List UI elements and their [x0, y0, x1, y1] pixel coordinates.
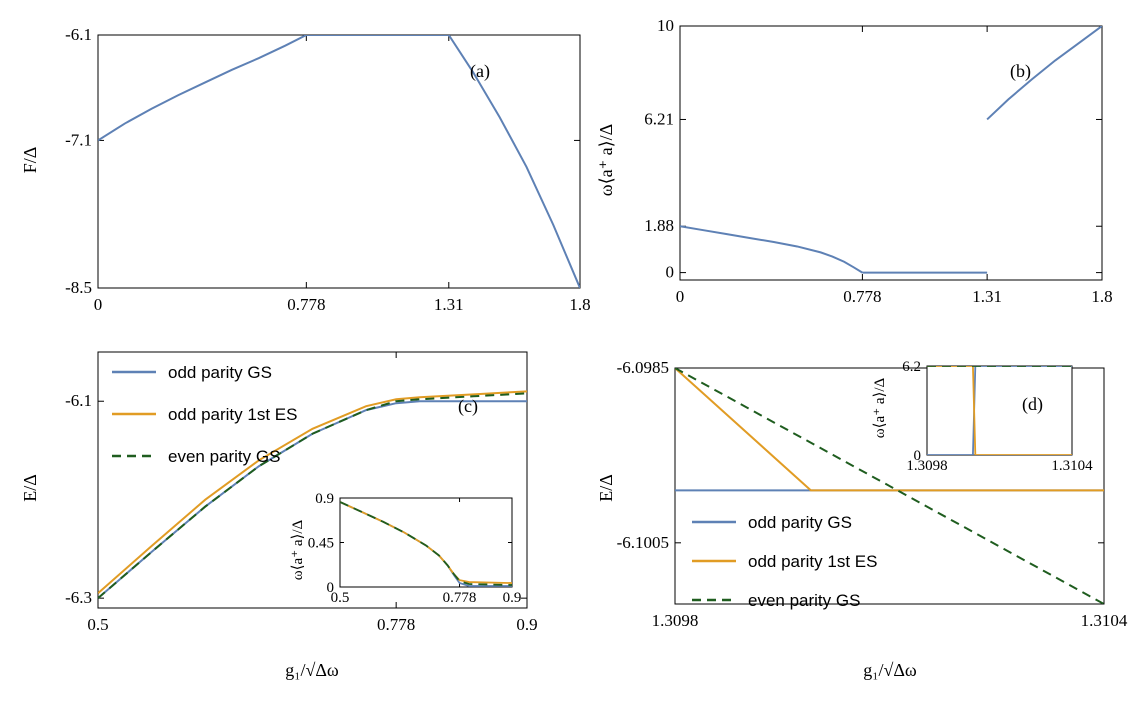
panel-b: 0 0.778 1.31 1.8 0 1.88 6.21 10 — [644, 16, 1112, 306]
panel-d-legend-label: even parity GS — [748, 591, 860, 610]
panel-c-inset-ytick-label: 0.9 — [315, 491, 334, 507]
panel-a-ytick-label: -8.5 — [65, 278, 92, 297]
panel-c-xtick-label: 0.778 — [377, 615, 415, 634]
panel-b-xtick-label: 0.778 — [843, 287, 881, 306]
panel-c-legend-label: odd parity GS — [168, 363, 272, 382]
panel-a-ytick-label: -7.1 — [65, 130, 92, 149]
panel-c-series-2 — [98, 392, 527, 599]
panel-d-inset-xtick-label: 1.3104 — [1051, 458, 1093, 474]
panel-b-ylabel: ω⟨a⁺ a⟩/Δ — [596, 124, 616, 196]
panel-d-legend-label: odd parity GS — [748, 513, 852, 532]
panel-c-ylabel: E/Δ — [20, 474, 40, 502]
panel-d-xlabel: g₁/√Δω — [863, 660, 917, 680]
panel-c-frame — [97, 351, 528, 609]
panel-b-ytick-label: 6.21 — [644, 109, 674, 128]
panel-c-xtick-label: 0.9 — [516, 615, 537, 634]
panel-c-inset-series-2 — [340, 501, 512, 586]
panel-d-inset-ylabel: ω⟨a⁺ a⟩/Δ — [872, 377, 888, 438]
panel-a-series-0 — [98, 35, 580, 288]
panel-d-xtick-label: 1.3104 — [1081, 611, 1128, 630]
panel-a-xtick-label: 0 — [94, 295, 103, 314]
panel-c-inset-bg — [340, 498, 512, 587]
panel-a: 0 0.778 1.31 1.8 -8.5 -7.1 -6.1 — [65, 25, 591, 314]
panel-c-legend-label: even parity GS — [168, 447, 280, 466]
panel-c-series-1 — [98, 390, 527, 594]
panel-c-inset-ytick-label: 0.45 — [308, 536, 334, 552]
panel-b-series-0 — [680, 225, 863, 274]
panel-c: 0.5 0.778 0.9 -6.3 -6.1 — [65, 351, 538, 634]
panel-d-inset: 1.3098 1.3104 0 6.2 — [902, 359, 1093, 474]
panel-c-xlabel: g₁/√Δω — [285, 660, 339, 680]
panel-b-frame — [679, 25, 1103, 281]
panel-d-inset-ytick-label: 0 — [914, 448, 922, 464]
panel-c-inset-xtick-label: 0.5 — [331, 590, 350, 606]
panel-d: 1.3098 1.3104 -6.1005 -6.0985 — [617, 358, 1128, 630]
panel-c-legend: odd parity GS odd parity 1st ES even parit… — [112, 363, 297, 466]
panel-b-label: (b) — [1010, 61, 1031, 82]
panel-c-ytick-label: -6.3 — [65, 588, 92, 607]
panel-b-ytick-label: 0 — [666, 263, 675, 282]
panel-c-inset-xtick-label: 0.9 — [503, 590, 522, 606]
panel-a-xtick-label: 1.8 — [569, 295, 590, 314]
panel-c-inset-ytick-label: 0 — [327, 580, 335, 596]
panel-d-frame — [674, 367, 1105, 605]
panel-c-legend-label: odd parity 1st ES — [168, 405, 297, 424]
panel-d-inset-series-1 — [927, 366, 1072, 455]
panel-a-ylabel: F/Δ — [20, 147, 40, 174]
panel-b-series-2 — [986, 26, 1102, 121]
panel-c-xtick-label: 0.5 — [87, 615, 108, 634]
panel-b-xtick-label: 1.31 — [972, 287, 1002, 306]
panel-c-label: (c) — [458, 396, 478, 417]
panel-c-inset: 0.5 0.778 0.9 0 0.45 0.9 — [308, 491, 522, 606]
panel-a-xtick-label: 1.31 — [434, 295, 464, 314]
panel-c-ytick-label: -6.1 — [65, 391, 92, 410]
panel-b-xtick-label: 0 — [676, 287, 685, 306]
panel-d-inset-bg — [927, 366, 1072, 455]
panel-d-ylabel: E/Δ — [596, 474, 616, 502]
panel-d-series-2 — [675, 368, 1104, 604]
panel-d-legend: odd parity GS odd parity 1st ES even parit… — [692, 513, 877, 610]
panel-a-frame — [97, 34, 581, 289]
panel-d-xtick-label: 1.3098 — [652, 611, 699, 630]
panel-d-series-1 — [675, 368, 1104, 492]
panel-a-xtick-label: 0.778 — [287, 295, 325, 314]
panel-c-inset-xtick-label: 0.778 — [443, 590, 477, 606]
panel-b-ytick-label: 10 — [657, 16, 674, 35]
panel-d-ytick-label: -6.0985 — [617, 358, 669, 377]
panel-d-inset-ytick-label: 6.2 — [902, 359, 921, 375]
panel-c-inset-ylabel: ω⟨a⁺ a⟩/Δ — [290, 519, 306, 580]
panel-d-inset-xtick-label: 1.3098 — [906, 458, 947, 474]
panel-d-legend-label: odd parity 1st ES — [748, 552, 877, 571]
panel-d-ytick-label: -6.1005 — [617, 533, 669, 552]
panel-b-ytick-label: 1.88 — [644, 216, 674, 235]
panel-d-label: (d) — [1022, 394, 1043, 415]
panel-a-label: (a) — [470, 61, 490, 82]
panel-b-xtick-label: 1.8 — [1091, 287, 1112, 306]
panel-a-ytick-label: -6.1 — [65, 25, 92, 44]
